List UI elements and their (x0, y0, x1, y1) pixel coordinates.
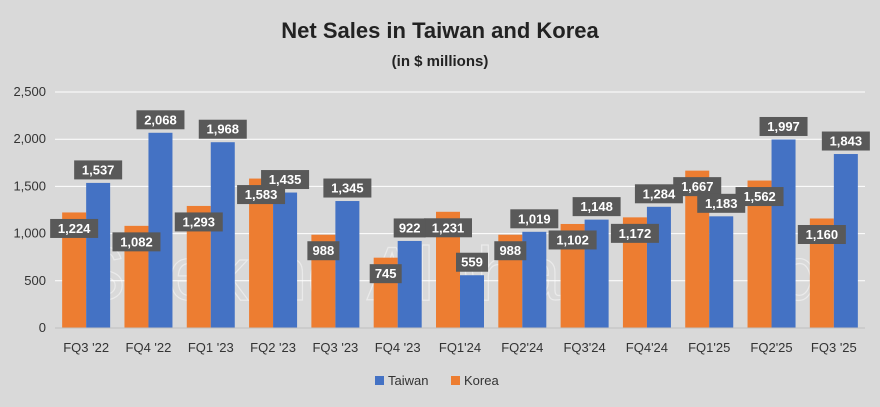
taiwan-bar (709, 216, 734, 328)
korea-data-label-bg (369, 264, 402, 284)
taiwan-data-label-bg (821, 131, 870, 151)
taiwan-data-label: 922 (399, 220, 421, 235)
korea-data-label-bg (307, 241, 340, 261)
x-category-label: FQ2'25 (750, 340, 792, 355)
korea-data-label-bg (424, 218, 472, 238)
taiwan-bar (460, 275, 484, 328)
taiwan-bar (771, 139, 796, 328)
korea-data-label-bg (673, 177, 722, 197)
taiwan-data-label-bg (136, 110, 185, 130)
taiwan-data-label-bg (759, 116, 808, 136)
korea-data-label: 988 (313, 243, 335, 258)
y-tick-label: 1,000 (13, 226, 46, 241)
taiwan-data-label-bg (323, 178, 372, 198)
korea-data-label-bg (494, 241, 527, 261)
korea-data-label: 1,293 (182, 214, 215, 229)
taiwan-data-label-bg (198, 119, 247, 139)
x-category-label: FQ4'24 (626, 340, 668, 355)
korea-data-label-bg (50, 218, 99, 238)
legend-label-taiwan: Taiwan (388, 373, 428, 388)
taiwan-data-label: 1,435 (269, 172, 302, 187)
y-tick-label: 2,000 (13, 131, 46, 146)
x-category-label: FQ2'24 (501, 340, 543, 355)
taiwan-data-label-bg (572, 197, 621, 217)
korea-data-label: 1,562 (743, 189, 776, 204)
korea-data-label-bg (548, 230, 597, 250)
korea-data-label-bg (797, 224, 846, 244)
taiwan-data-label-bg (393, 218, 426, 238)
y-axis-ticks: 0 500 1,000 1,500 2,000 2,500 (13, 84, 46, 335)
x-category-label: FQ4 '23 (375, 340, 421, 355)
legend-label-korea: Korea (464, 373, 499, 388)
korea-data-label-bg (112, 232, 161, 252)
taiwan-bar (397, 240, 422, 328)
taiwan-data-label-bg (510, 209, 559, 229)
korea-data-label: 745 (375, 266, 397, 281)
taiwan-bar (210, 142, 235, 328)
korea-data-label: 1,583 (245, 187, 278, 202)
taiwan-data-label: 1,148 (580, 199, 613, 214)
taiwan-bar (86, 182, 111, 328)
x-category-label: FQ1'24 (439, 340, 481, 355)
korea-data-label: 1,172 (619, 226, 652, 241)
taiwan-bar (148, 132, 173, 328)
taiwan-data-label-bg (697, 193, 746, 213)
y-tick-label: 500 (24, 273, 46, 288)
y-tick-label: 0 (39, 320, 46, 335)
taiwan-data-label: 1,843 (830, 134, 863, 149)
x-category-label: FQ3 '23 (312, 340, 358, 355)
taiwan-data-label: 559 (461, 255, 483, 270)
taiwan-data-label: 1,019 (518, 211, 551, 226)
y-tick-label: 1,500 (13, 178, 46, 193)
taiwan-data-label: 1,997 (767, 119, 800, 134)
korea-data-label-bg (610, 223, 659, 243)
taiwan-data-label: 1,284 (643, 186, 676, 201)
korea-data-label: 1,160 (806, 227, 839, 242)
taiwan-data-label-bg (456, 252, 488, 272)
x-category-label: FQ3 '22 (63, 340, 109, 355)
y-tick-label: 2,500 (13, 84, 46, 99)
taiwan-data-label: 2,068 (144, 112, 177, 127)
taiwan-data-label-bg (261, 170, 310, 190)
data-labels: 1,224 1,082 1,293 1,583 988 745 1,231 988 1,102 1… (50, 110, 870, 284)
taiwan-data-label: 1,537 (82, 162, 115, 177)
legend-swatch-korea (451, 376, 460, 385)
chart-title: Net Sales in Taiwan and Korea (281, 18, 599, 43)
taiwan-bar (335, 201, 360, 328)
taiwan-data-label: 1,183 (705, 196, 738, 211)
korea-data-label-bg (174, 212, 223, 232)
x-axis-categories: FQ3 '22 FQ4 '22 FQ1 '23 FQ2 '23 FQ3 '23 FQ4 '… (63, 340, 857, 355)
x-category-label: FQ1'25 (688, 340, 730, 355)
taiwan-bar (273, 192, 298, 328)
taiwan-data-label: 1,968 (206, 122, 239, 137)
korea-data-label: 1,102 (556, 232, 589, 247)
taiwan-data-label: 1,345 (331, 181, 364, 196)
x-category-label: FQ3 '25 (811, 340, 857, 355)
korea-data-label-bg (735, 187, 784, 207)
korea-data-label: 1,667 (681, 179, 714, 194)
taiwan-data-label-bg (74, 160, 123, 180)
korea-data-label: 1,082 (120, 234, 153, 249)
legend: Taiwan Korea (375, 373, 499, 388)
chart-subtitle: (in $ millions) (392, 53, 489, 70)
korea-data-label: 988 (499, 243, 521, 258)
korea-data-label: 1,231 (432, 220, 465, 235)
x-category-label: FQ3'24 (563, 340, 605, 355)
taiwan-data-label-bg (634, 184, 683, 204)
legend-swatch-taiwan (375, 376, 384, 385)
korea-data-label-bg (237, 185, 286, 205)
x-category-label: FQ1 '23 (188, 340, 234, 355)
korea-data-label: 1,224 (58, 221, 91, 236)
korea-bar (249, 178, 274, 328)
x-category-label: FQ2 '23 (250, 340, 296, 355)
x-category-label: FQ4 '22 (126, 340, 172, 355)
